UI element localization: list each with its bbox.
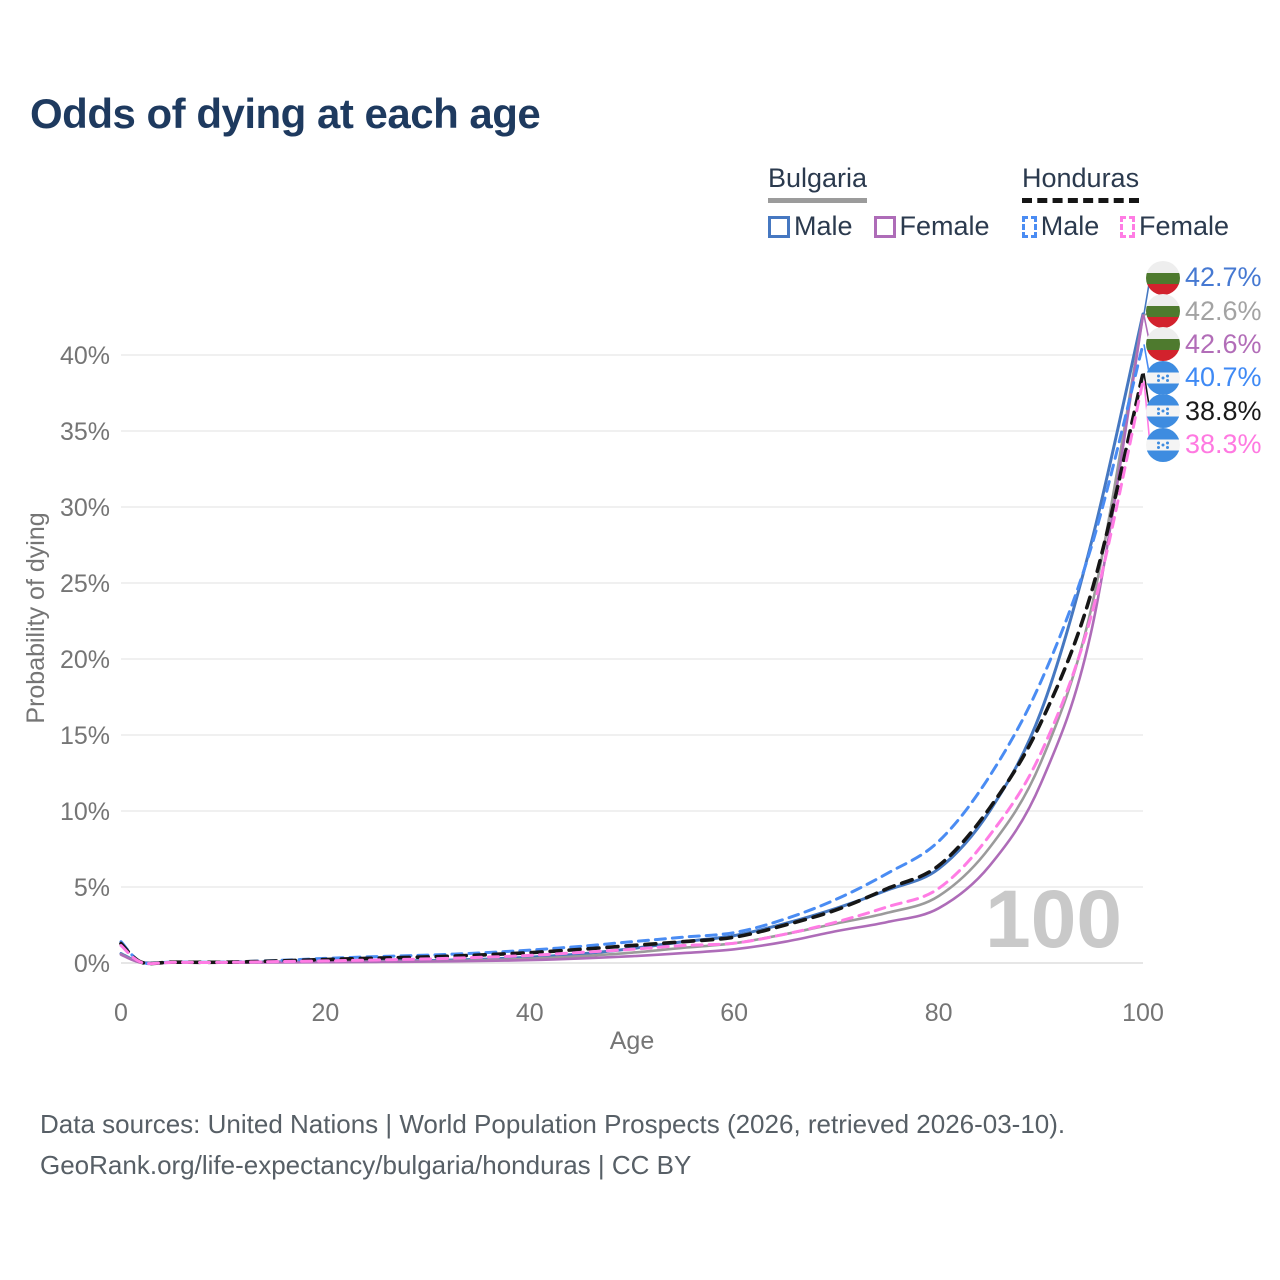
age-watermark: 100 — [985, 874, 1122, 965]
gridlines — [121, 354, 1143, 964]
end-value: 38.8% — [1185, 395, 1262, 426]
x-tick-20: 20 — [311, 999, 339, 1027]
axis-ticks: 0% 5% 10% 15% 20% 25% 30% 35% 40% 0 20 40 60 80 100 — [60, 342, 1164, 1027]
end-labels: 42.7% 42.6% 42.6% 40.7% 38.8% 38.3% — [1146, 260, 1262, 462]
end-value: 38.3% — [1185, 429, 1262, 460]
legend-label-bulgaria-female[interactable]: Female — [899, 211, 990, 241]
series-line-bulgaria-female[interactable] — [119, 314, 1145, 965]
x-tick-80: 80 — [925, 999, 953, 1027]
honduras-flag-icon — [1146, 394, 1180, 429]
honduras-flag-icon — [1146, 360, 1180, 395]
legend-group-bulgaria: Bulgaria Male Female — [768, 163, 1022, 242]
x-tick-0: 0 — [114, 999, 128, 1027]
legend-swatch-bulgaria-female[interactable] — [873, 215, 896, 238]
y-tick-25: 25% — [60, 570, 110, 598]
series-line-honduras-female[interactable] — [119, 379, 1145, 966]
y-tick-10: 10% — [60, 798, 110, 826]
footer-link: GeoRank.org/life-expectancy/bulgaria/hon… — [40, 1150, 692, 1180]
legend-group-honduras: Honduras Male Female — [1022, 163, 1250, 242]
end-value: 40.7% — [1185, 362, 1262, 393]
legend-country-bulgaria: Bulgaria — [768, 163, 868, 203]
y-tick-15: 15% — [60, 722, 110, 750]
x-tick-40: 40 — [516, 999, 544, 1027]
end-label-bulgaria-female: 42.6% — [1146, 327, 1262, 362]
chart-plot: 100 0% 5% 10% 15% 20% 25% 30% 35% 40% 0 20 40 60 80 10… — [22, 277, 1164, 1055]
series-lines — [119, 312, 1145, 966]
bulgaria-flag-icon — [1146, 260, 1180, 295]
bulgaria-flag-icon — [1146, 294, 1180, 329]
y-axis-title: Probability of dying — [22, 512, 50, 723]
bulgaria-flag-icon — [1146, 327, 1180, 362]
legend: Bulgaria Male Female Honduras Male Femal… — [768, 163, 1250, 242]
legend-label-honduras-female[interactable]: Female — [1138, 211, 1229, 241]
legend-country-honduras: Honduras — [1022, 163, 1140, 203]
x-tick-100: 100 — [1122, 999, 1164, 1027]
end-label-honduras-female: 38.3% — [1146, 427, 1262, 462]
page-title: Odds of dying at each age — [30, 90, 541, 137]
legend-label-bulgaria-male[interactable]: Male — [794, 211, 853, 241]
end-value: 42.6% — [1185, 295, 1262, 326]
y-tick-5: 5% — [74, 874, 110, 902]
legend-swatch-bulgaria-male[interactable] — [768, 215, 790, 238]
legend-label-honduras-male[interactable]: Male — [1040, 211, 1100, 241]
y-tick-35: 35% — [60, 418, 110, 446]
footer: Data sources: United Nations | World Pop… — [40, 1104, 1065, 1186]
y-tick-30: 30% — [60, 494, 110, 522]
y-tick-20: 20% — [60, 646, 110, 674]
end-value: 42.6% — [1185, 328, 1262, 359]
end-label-bulgaria-male: 42.7% — [1146, 260, 1262, 295]
y-tick-40: 40% — [60, 342, 110, 370]
end-value: 42.7% — [1185, 262, 1262, 293]
legend-swatch-honduras-female[interactable] — [1120, 215, 1135, 238]
x-tick-60: 60 — [720, 999, 748, 1027]
end-label-honduras-male: 40.7% — [1146, 360, 1262, 395]
honduras-flag-icon — [1146, 427, 1180, 462]
y-tick-0: 0% — [74, 950, 110, 978]
series-line-honduras-male[interactable] — [119, 342, 1145, 966]
legend-swatch-honduras-male[interactable] — [1022, 215, 1037, 238]
footer-sources: Data sources: United Nations | World Pop… — [40, 1109, 1066, 1139]
x-axis-title: Age — [610, 1027, 654, 1055]
series-line-honduras[interactable] — [119, 371, 1145, 966]
end-label-bulgaria: 42.6% — [1146, 294, 1262, 329]
end-label-honduras: 38.8% — [1146, 394, 1262, 429]
